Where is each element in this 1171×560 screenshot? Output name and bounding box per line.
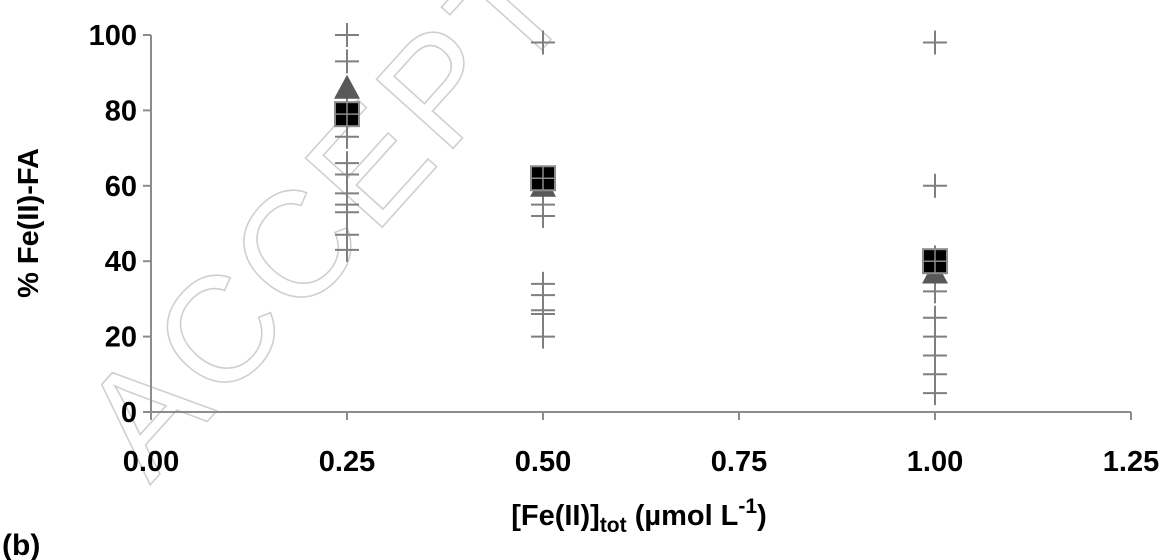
- x-axis-title-subscript: tot: [600, 514, 627, 537]
- x-axis-title-close: ): [757, 500, 767, 532]
- x-axis-title-main: [Fe(II)]: [511, 500, 600, 532]
- plus-point: [923, 30, 947, 55]
- plus-point: [531, 203, 555, 228]
- square-point: [530, 165, 556, 192]
- watermark: ACCEPTED: [49, 0, 753, 506]
- plus-point: [335, 200, 359, 225]
- plus-point: [335, 49, 359, 74]
- panel-label: (b): [2, 529, 40, 560]
- plus-point: [923, 381, 947, 406]
- plus-point: [335, 237, 359, 262]
- plus-point: [335, 23, 359, 47]
- plus-point: [531, 324, 555, 349]
- square-point: [334, 101, 360, 128]
- y-tick-label: 100: [89, 20, 137, 52]
- y-axis-title: % Fe(II)-FA: [13, 148, 45, 298]
- plus-point: [531, 30, 555, 55]
- y-tick-label: 40: [105, 246, 137, 278]
- plus-point: [923, 173, 947, 198]
- x-tick-label: 0.00: [123, 446, 179, 478]
- x-tick-label: 1.00: [907, 446, 963, 478]
- x-axis-title-unit: (µmol L: [627, 500, 739, 532]
- y-tick-label: 80: [105, 95, 137, 127]
- axes: 0 20 40 60 80 100 0.00 0.25 0.50 0.75 1.00 1.25: [89, 20, 1160, 478]
- x-tick-label: 0.75: [711, 446, 767, 478]
- triangle-point: [334, 74, 360, 99]
- plus-point: [335, 124, 359, 149]
- square-point: [922, 248, 948, 275]
- y-tick-label: 60: [105, 171, 137, 203]
- y-tick-label: 20: [105, 322, 137, 354]
- y-tick-label: 0: [121, 397, 137, 429]
- x-tick-label: 1.25: [1103, 446, 1159, 478]
- x-tick-label: 0.25: [319, 446, 375, 478]
- plus-point: [531, 301, 555, 326]
- x-tick-label: 0.50: [515, 446, 571, 478]
- data-marks: [334, 23, 948, 406]
- x-axis-title: [Fe(II)]tot (µmol L-1): [511, 495, 767, 537]
- x-axis-title-exponent: -1: [738, 495, 757, 518]
